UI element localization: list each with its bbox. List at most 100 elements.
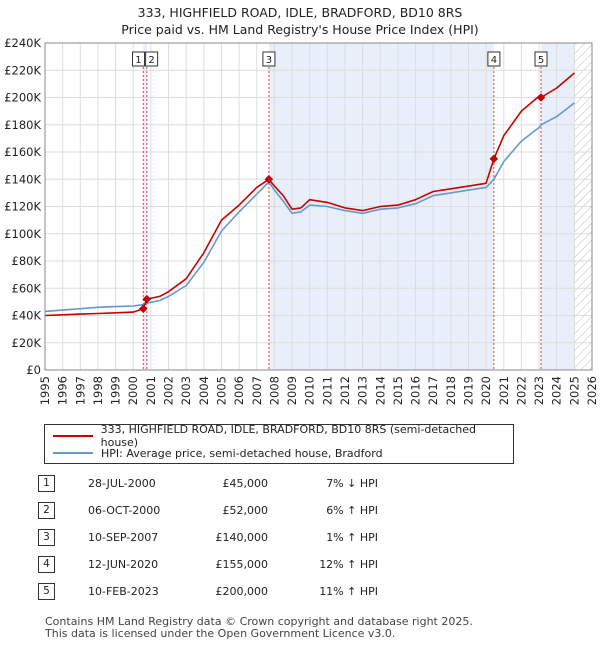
x-tick-label: 2014	[373, 376, 387, 405]
legend-swatch-red	[53, 435, 93, 437]
transactions-table: 1 28-JUL-2000 £45,000 7% ↓ HPI 2 06-OCT-2000 £…	[38, 470, 378, 605]
x-tick-label: 2003	[179, 376, 193, 405]
price-chart: 1 2 3 4 5 £0 £20K £40K £60K £80K £100K £120K £140K £1…	[4, 36, 599, 405]
transaction-date: 12-JUN-2020	[88, 558, 159, 571]
x-tick-label: 2007	[250, 376, 264, 405]
transaction-price: £140,000	[215, 531, 269, 544]
x-tick-label: 2013	[356, 376, 370, 405]
x-tick-label: 2004	[197, 376, 211, 405]
sale-label-box: 2	[145, 51, 159, 67]
y-tick-label: £20K	[12, 336, 42, 350]
chart-title-line-2: Price paid vs. HM Land Registry's House …	[121, 22, 479, 37]
sale-label-frame	[487, 51, 501, 67]
transaction-row: 5 10-FEB-2023 £200,000 11% ↑ HPI	[38, 578, 378, 605]
sale-marker	[264, 174, 274, 184]
sale-label-frame	[534, 51, 548, 67]
legend: 333, HIGHFIELD ROAD, IDLE, BRADFORD, BD1…	[44, 423, 514, 464]
sale-label-frame	[131, 51, 145, 67]
x-tick-label: 2010	[303, 376, 317, 405]
x-tick-label: 2026	[585, 376, 599, 405]
x-tick-label: 1998	[91, 376, 105, 405]
sale-marker	[536, 93, 546, 102]
legend-label-property: 333, HIGHFIELD ROAD, IDLE, BRADFORD, BD1…	[100, 423, 476, 449]
transaction-row: 1 28-JUL-2000 £45,000 7% ↓ HPI	[38, 470, 378, 497]
footer: Contains HM Land Registry data © Crown c…	[45, 616, 473, 640]
x-tick-label: 2015	[391, 376, 405, 405]
transaction-row: 3 10-SEP-2007 £140,000 1% ↑ HPI	[38, 524, 378, 551]
sale-label-number: 2	[148, 55, 154, 66]
transaction-date: 06-OCT-2000	[88, 504, 161, 517]
x-tick-label: 2002	[162, 376, 176, 405]
sale-marker	[489, 154, 499, 164]
transaction-price: £200,000	[215, 585, 269, 598]
transaction-hpi: 11% ↑ HPI	[319, 585, 378, 598]
transaction-number: 2	[38, 502, 55, 519]
sale-label-number: 1	[135, 55, 141, 66]
sale-label-box: 1	[131, 51, 145, 67]
transaction-number: 4	[38, 556, 55, 573]
x-tick-label: 2025	[567, 376, 581, 405]
footer-licence: This data is licensed under the Open Gov…	[45, 627, 396, 640]
footer-copyright: Contains HM Land Registry data © Crown c…	[45, 615, 473, 628]
x-tick-label: 2009	[285, 376, 299, 405]
x-tick-label: 2016	[409, 376, 423, 405]
legend-item-hpi: HPI: Average price, semi-detached house,…	[53, 445, 383, 461]
transaction-hpi: 12% ↑ HPI	[319, 558, 378, 571]
y-tick-label: £40K	[12, 309, 42, 323]
y-tick-label: £240K	[4, 36, 41, 50]
x-tick-label: 2019	[462, 376, 476, 405]
y-tick-label: £140K	[4, 172, 41, 186]
transaction-date: 10-FEB-2023	[88, 585, 159, 598]
sale-label-number: 4	[491, 55, 497, 66]
x-tick-label: 2018	[444, 376, 458, 405]
transaction-date: 10-SEP-2007	[88, 531, 159, 544]
x-tick-label: 2024	[550, 376, 564, 405]
sale-label-number: 5	[538, 55, 544, 66]
sale-label-box: 3	[262, 51, 276, 67]
transaction-price: £52,000	[222, 504, 269, 517]
y-tick-label: £60K	[12, 281, 42, 295]
transaction-row: 4 12-JUN-2020 £155,000 12% ↑ HPI	[38, 551, 378, 578]
chart-title: 333, HIGHFIELD ROAD, IDLE, BRADFORD, BD1…	[0, 4, 600, 38]
transaction-number: 3	[38, 529, 55, 546]
x-tick-label: 2021	[497, 376, 511, 405]
transaction-row: 2 06-OCT-2000 £52,000 6% ↑ HPI	[38, 497, 378, 524]
x-tick-label: 1999	[109, 376, 123, 405]
transaction-price: £45,000	[222, 477, 269, 490]
x-tick-label: 2023	[532, 376, 546, 405]
x-tick-label: 2005	[214, 376, 228, 405]
transaction-price: £155,000	[215, 558, 269, 571]
x-tick-label: 2012	[338, 376, 352, 405]
x-tick-label: 2022	[514, 376, 528, 405]
sale-label-box: 4	[487, 51, 501, 67]
x-tick-label: 2011	[320, 376, 334, 405]
x-tick-label: 2006	[232, 376, 246, 405]
sale-label-box: 5	[534, 51, 548, 67]
sale-marker	[142, 294, 152, 304]
x-tick-label: 1997	[73, 376, 87, 405]
y-tick-label: £100K	[4, 227, 41, 241]
transaction-number: 1	[38, 475, 55, 492]
sale-label-frame	[145, 51, 159, 67]
transaction-number: 5	[38, 583, 55, 600]
x-tick-label: 2000	[126, 376, 140, 405]
y-tick-label: £220K	[4, 63, 41, 77]
legend-item-property: 333, HIGHFIELD ROAD, IDLE, BRADFORD, BD1…	[53, 423, 513, 449]
legend-swatch-blue	[53, 452, 93, 454]
y-tick-label: £160K	[4, 145, 41, 159]
y-tick-label: £180K	[4, 118, 41, 132]
plot-frame	[44, 42, 593, 371]
transaction-hpi: 7% ↓ HPI	[326, 477, 378, 490]
sale-label-frame	[262, 51, 276, 67]
y-tick-label: £80K	[12, 254, 42, 268]
transaction-hpi: 6% ↑ HPI	[326, 504, 378, 517]
y-tick-label: £0	[26, 363, 41, 377]
legend-label-hpi: HPI: Average price, semi-detached house,…	[101, 446, 383, 460]
x-tick-label: 2001	[144, 376, 158, 405]
x-tick-label: 1996	[56, 376, 70, 405]
x-tick-label: 2020	[479, 376, 493, 405]
transaction-date: 28-JUL-2000	[88, 477, 156, 490]
x-tick-label: 1995	[38, 376, 52, 405]
x-tick-label: 2017	[426, 376, 440, 405]
y-tick-label: £200K	[4, 91, 41, 105]
